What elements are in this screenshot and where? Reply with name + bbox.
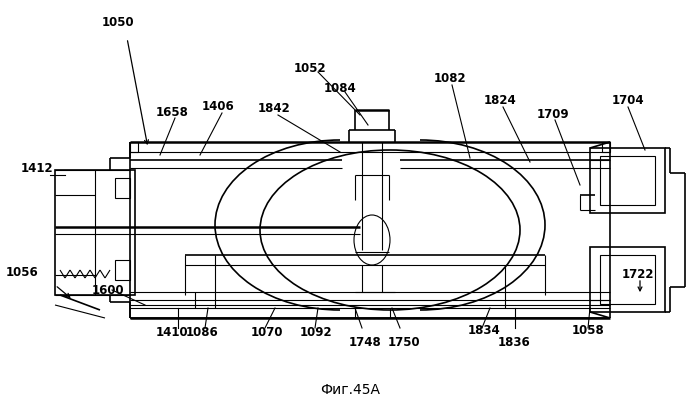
Bar (590, 247, 665, 312)
Text: 1070: 1070 (251, 325, 284, 339)
Bar (55, 170, 135, 295)
Text: 1709: 1709 (537, 108, 569, 120)
Text: 1722: 1722 (622, 267, 654, 281)
Text: 1704: 1704 (612, 94, 644, 106)
Bar (600, 255, 655, 304)
Bar (590, 148, 665, 213)
Text: 1600: 1600 (92, 283, 125, 297)
Text: 1412: 1412 (21, 162, 53, 175)
Text: 1748: 1748 (349, 335, 382, 349)
Ellipse shape (354, 215, 390, 265)
Text: 1842: 1842 (258, 101, 290, 115)
Text: 1824: 1824 (484, 94, 517, 106)
Text: 1834: 1834 (468, 323, 500, 337)
Text: 1082: 1082 (434, 72, 466, 84)
Text: 1050: 1050 (102, 16, 134, 28)
Bar (115, 178, 130, 198)
Text: 1086: 1086 (186, 325, 218, 339)
Text: 1836: 1836 (498, 335, 531, 349)
Text: 1058: 1058 (572, 323, 604, 337)
Text: 1092: 1092 (300, 325, 332, 339)
Text: 1084: 1084 (323, 82, 356, 94)
Text: 1052: 1052 (294, 61, 326, 75)
Bar (130, 142, 138, 152)
Text: Фиг.45А: Фиг.45А (320, 383, 380, 397)
Bar (602, 142, 610, 152)
Bar (115, 260, 130, 280)
Text: 1406: 1406 (202, 100, 235, 112)
Text: 1750: 1750 (388, 335, 420, 349)
Text: 1658: 1658 (155, 105, 188, 119)
Text: 1410: 1410 (155, 325, 188, 339)
Bar (600, 156, 655, 205)
Text: 1056: 1056 (6, 265, 38, 279)
